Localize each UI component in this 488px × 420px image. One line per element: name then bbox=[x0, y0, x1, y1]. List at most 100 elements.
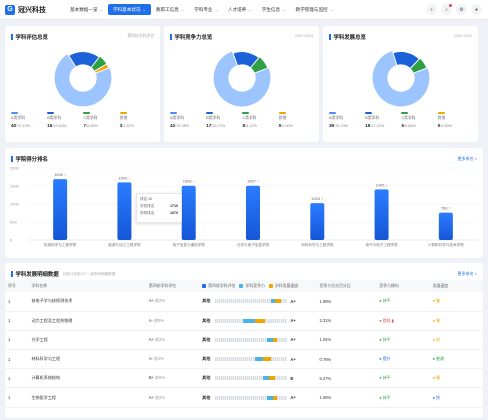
donut-chart bbox=[53, 51, 112, 108]
tooltip-row: 学院排名 1670 bbox=[140, 211, 178, 215]
nav-item-3[interactable]: 学科专业 ⌄ bbox=[189, 4, 223, 15]
nav-label: 学科基本状况 bbox=[112, 6, 141, 12]
percentile: 1.66% bbox=[316, 387, 377, 408]
row-number: 1 bbox=[5, 330, 29, 351]
nav-item-5[interactable]: 学生信息 ⌄ bbox=[257, 4, 291, 15]
bell-icon[interactable]: ♪ bbox=[441, 4, 452, 15]
trend-bar bbox=[215, 376, 288, 381]
trend-bar bbox=[215, 299, 288, 304]
trend-cell: 其他 A+ bbox=[199, 330, 317, 351]
legend-value: 42/76.08% bbox=[170, 123, 190, 128]
subject-name[interactable]: 光学工程 bbox=[28, 330, 146, 351]
donut-hole bbox=[228, 64, 255, 92]
speed-tag: ● 慢 bbox=[429, 292, 483, 312]
gear-icon[interactable]: ⚙ bbox=[456, 4, 467, 15]
nav-label: 教学管理与监控 bbox=[295, 6, 328, 12]
nav-item-4[interactable]: 人才培养 ⌄ bbox=[223, 4, 257, 15]
subject-name[interactable]: 动力工程及工程热物理 bbox=[28, 311, 146, 331]
competition-tag: ● 持平 bbox=[376, 292, 430, 312]
chevron-down-icon: ⌄ bbox=[329, 7, 333, 12]
trend-fill bbox=[273, 395, 278, 400]
legend-swatch bbox=[206, 112, 214, 114]
donut-legend: A类学科 42/76.08% B类学科 17/16.74% C类学科 8/8.1… bbox=[170, 112, 313, 128]
top-nav-bar: G 冠兴科技 基本数据一览 ⌄ 学科基本状况 ⌄ 教职工信息 ⌄ 学科专业 ⌄ 人才培养 ⌄ 学生信… bbox=[0, 0, 488, 20]
legend-swatch bbox=[47, 112, 55, 114]
card-title: 学科发展总览 bbox=[329, 33, 366, 41]
chart-tooltip: 排名 46 学校排名 1710 学院排名 1670 bbox=[136, 193, 182, 223]
detail-title: 学科发展明细数据 共统计本校477一级学科明细数据 bbox=[11, 270, 115, 278]
donut-legend: A类学科 40/72.10% B类学科 16/19.63% C类学科 7/6.0… bbox=[11, 112, 154, 128]
nav-label: 学生信息 bbox=[261, 6, 281, 12]
brand[interactable]: G 冠兴科技 bbox=[5, 4, 65, 15]
subject-name[interactable]: 核电子学与核探测技术 bbox=[28, 292, 146, 312]
eval-grade: B+ 前6% bbox=[145, 368, 200, 389]
competition-tag: ● 提升 bbox=[376, 349, 430, 370]
legend-swatch bbox=[119, 112, 127, 114]
trend-fill bbox=[263, 357, 272, 362]
competition-tag: ● 提档 ▮ bbox=[376, 311, 430, 331]
table-row[interactable]: 1 核电子学与核探测技术 A+ 前2% 其他 A+ 1.98% ● 持平 ● 慢 bbox=[5, 292, 483, 312]
table-row[interactable]: 1 生物医学工程 A+ 前2% 其他 A+ 1.66% ● 持平 ● 快 bbox=[5, 387, 483, 408]
percentile: 5.27% bbox=[316, 368, 377, 389]
percentile: 1.04% bbox=[316, 330, 377, 351]
trend-cell: 其他 A+ bbox=[199, 349, 317, 370]
speed-tag: ● 快 bbox=[429, 387, 483, 408]
table-row[interactable]: 1 材料科学与工程 A- 前1% 其他 A+ 0.76% ● 提升 ● 普通 bbox=[5, 349, 483, 370]
legend-label: B类学科 bbox=[47, 116, 62, 120]
nav-label: 教职工信息 bbox=[155, 6, 179, 12]
trend-fill bbox=[263, 376, 270, 381]
donut-chart bbox=[212, 50, 271, 108]
search-icon[interactable]: ⌕ bbox=[426, 4, 437, 15]
legend-value: 3/2.57% bbox=[119, 123, 135, 128]
row-number: 1 bbox=[5, 368, 29, 389]
nav-item-0[interactable]: 基本数据一览 ⌄ bbox=[65, 4, 108, 15]
column-header: 第四轮学科评估 学科竞争力 学科发展速度 bbox=[199, 280, 317, 292]
trend-bar bbox=[215, 395, 288, 400]
trend-fill bbox=[243, 318, 256, 323]
table-row[interactable]: 1 计算机系统结构 B+ 前6% 其他 B 5.27% ● 持平 ● 慢 bbox=[5, 368, 483, 389]
more-ranking-link[interactable]: 更多排名 > bbox=[457, 156, 477, 161]
table-row[interactable]: 1 光学工程 A+ 前2% 其他 A+ 1.04% ● 持平 ● 快 bbox=[5, 330, 483, 351]
tooltip-row: 学校排名 1710 bbox=[140, 204, 178, 208]
legend-label: C类学科 bbox=[242, 116, 257, 120]
row-number: 1 bbox=[5, 387, 29, 408]
legend-value: 16/19.63% bbox=[47, 123, 67, 128]
donut-hole bbox=[69, 64, 96, 92]
legend-value: 5/6.88% bbox=[401, 123, 416, 128]
legend-swatch bbox=[437, 112, 445, 114]
subject-name[interactable]: 材料科学与工程 bbox=[28, 349, 146, 370]
subject-name[interactable]: 计算机系统结构 bbox=[28, 368, 146, 389]
column-header: 竞争力横向 bbox=[376, 280, 430, 292]
detail-note: 共统计本校477一级学科明细数据 bbox=[62, 271, 116, 276]
nav-label: 基本数据一览 bbox=[70, 6, 98, 12]
table-row[interactable]: 1 动力工程及工程热物理 A- 前5% 其他 A+ 2.31% ● 提档 ▮ ●… bbox=[5, 311, 483, 331]
legend-item: A类学科 40/72.10% bbox=[11, 112, 45, 128]
more-detail-link[interactable]: 更多排名 > bbox=[457, 271, 477, 276]
card-extra: 2020-2023 bbox=[294, 34, 313, 38]
speed-tag: ● 快 bbox=[429, 330, 483, 351]
legend-label: B类学科 bbox=[365, 116, 380, 120]
card-title: 学科评估总览 bbox=[11, 33, 48, 41]
nav-item-1[interactable]: 学科基本状况 ⌄ bbox=[107, 4, 151, 15]
notification-dot bbox=[449, 4, 452, 7]
legend-swatch bbox=[401, 112, 409, 114]
trend-fill bbox=[255, 318, 266, 323]
column-header: 第四轮学科评估 bbox=[145, 280, 200, 292]
legend-item: 第四轮学科评估 bbox=[202, 283, 235, 289]
user-icon[interactable]: ● bbox=[471, 4, 482, 15]
legend-label: A类学科 bbox=[170, 116, 184, 120]
brand-name: 冠兴科技 bbox=[18, 6, 46, 14]
nav-label: 人才培养 bbox=[227, 6, 247, 12]
chevron-down-icon: ⌄ bbox=[180, 7, 185, 12]
trend-cell: 其他 A+ bbox=[199, 387, 317, 408]
nav-item-2[interactable]: 教职工信息 ⌄ bbox=[151, 4, 189, 15]
legend-swatch bbox=[329, 112, 336, 114]
nav-item-6[interactable]: 教学管理与监控 ⌄ bbox=[290, 4, 338, 15]
donut-legend: A类学科 39/76.23% B类学科 15/17.22% C类学科 5/6.8… bbox=[329, 112, 472, 128]
trend-fill bbox=[275, 299, 282, 304]
legend-swatch bbox=[170, 112, 177, 114]
legend-item: A类学科 39/76.23% bbox=[329, 112, 363, 128]
trend-bar bbox=[215, 318, 288, 323]
subject-name[interactable]: 生物医学工程 bbox=[28, 387, 146, 408]
percentile: 0.76% bbox=[316, 349, 377, 370]
